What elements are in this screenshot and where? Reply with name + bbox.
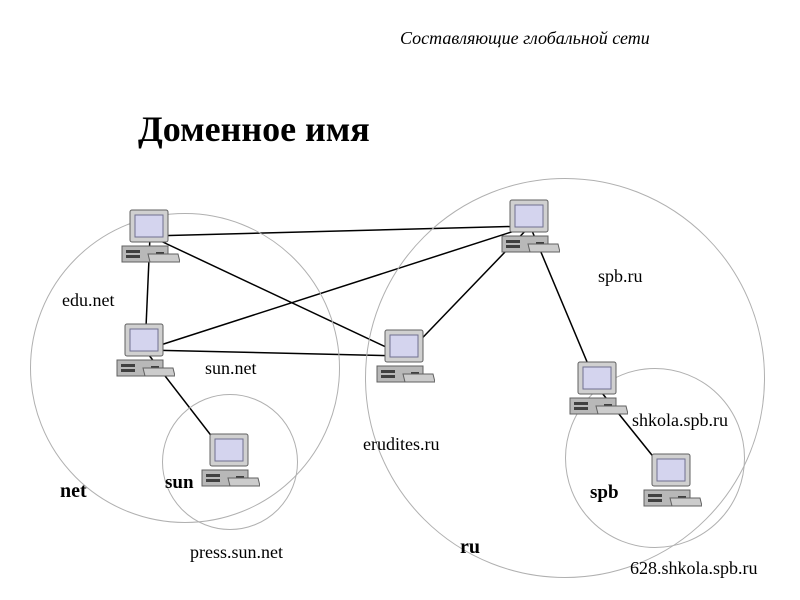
node-label-erudites: erudites.ru — [363, 434, 439, 455]
page-title: Доменное имя — [138, 108, 370, 150]
domain-label-sun: sun — [165, 472, 194, 494]
node-press — [200, 432, 260, 488]
node-label-spb_ru: spb.ru — [598, 266, 643, 287]
node-spb_ru — [500, 198, 560, 254]
node-label-press: press.sun.net — [190, 542, 283, 563]
node-sun_net — [115, 322, 175, 378]
node-erudites — [375, 328, 435, 384]
node-label-shkola: shkola.spb.ru — [632, 410, 728, 431]
node-label-628: 628.shkola.spb.ru — [630, 558, 758, 579]
domain-label-spb: spb — [590, 482, 619, 504]
node-edu_net — [120, 208, 180, 264]
page-subtitle: Составляющие глобальной сети — [400, 28, 650, 49]
domain-label-net: net — [60, 480, 87, 503]
node-label-sun_net: sun.net — [205, 358, 257, 379]
domain-label-ru: ru — [460, 536, 480, 559]
node-shkola — [568, 360, 628, 416]
node-628 — [642, 452, 702, 508]
node-label-edu_net: edu.net — [62, 290, 114, 311]
